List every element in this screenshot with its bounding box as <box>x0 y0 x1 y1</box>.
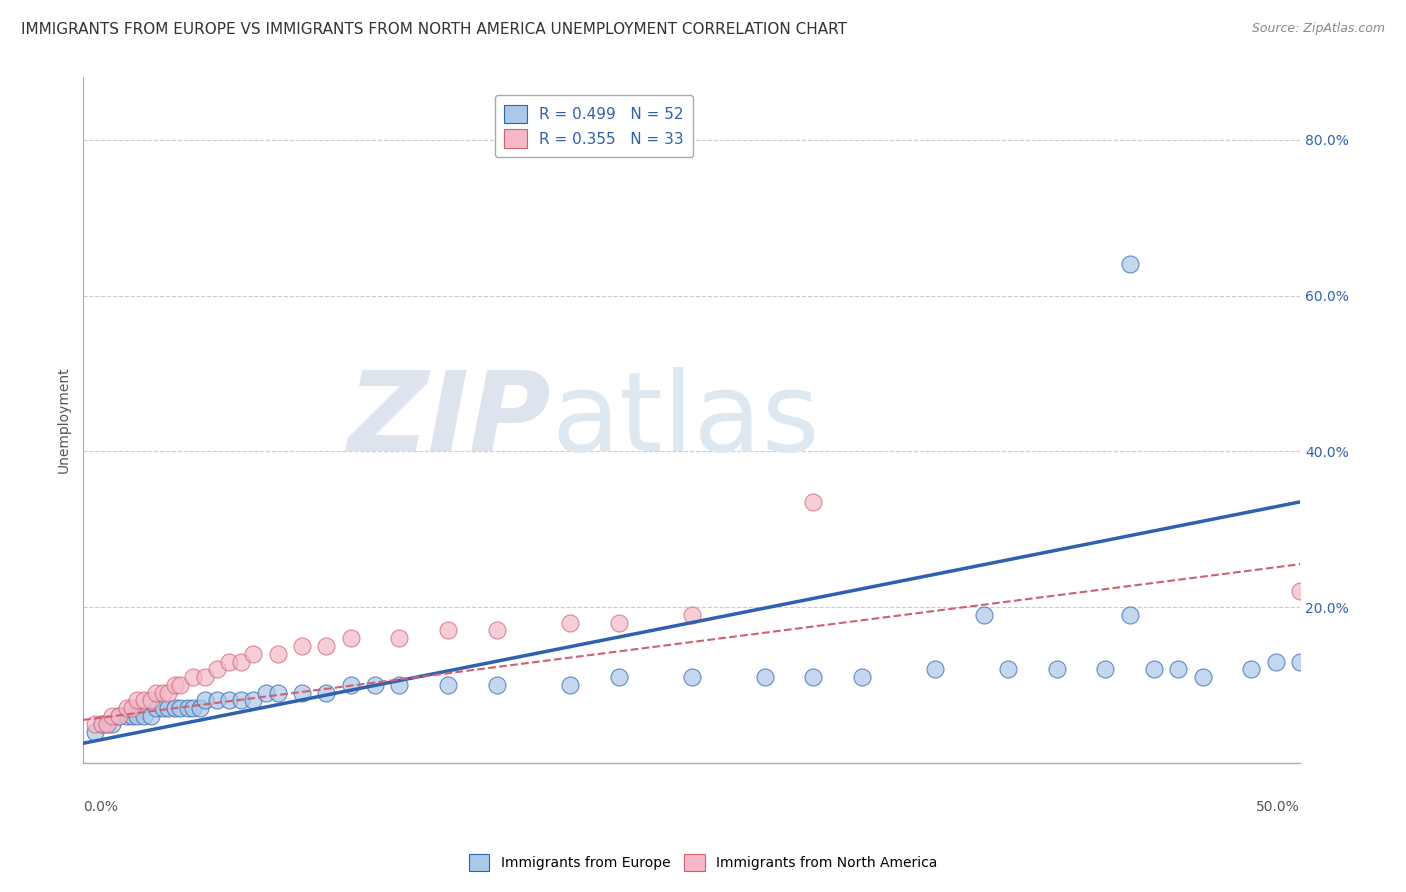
Point <box>315 686 337 700</box>
Point <box>851 670 873 684</box>
Point <box>754 670 776 684</box>
Point <box>267 686 290 700</box>
Point <box>132 709 155 723</box>
Point <box>84 716 107 731</box>
Point <box>125 709 148 723</box>
Point <box>997 662 1019 676</box>
Point <box>1386 202 1406 217</box>
Point <box>91 716 114 731</box>
Point <box>339 678 361 692</box>
Point <box>254 686 277 700</box>
Point <box>291 639 314 653</box>
Point <box>231 693 253 707</box>
Point <box>388 678 411 692</box>
Point <box>231 655 253 669</box>
Point <box>801 495 824 509</box>
Point <box>1289 584 1312 599</box>
Point <box>1289 655 1312 669</box>
Point <box>139 693 162 707</box>
Point <box>315 639 337 653</box>
Text: Source: ZipAtlas.com: Source: ZipAtlas.com <box>1251 22 1385 36</box>
Text: IMMIGRANTS FROM EUROPE VS IMMIGRANTS FROM NORTH AMERICA UNEMPLOYMENT CORRELATION: IMMIGRANTS FROM EUROPE VS IMMIGRANTS FRO… <box>21 22 846 37</box>
Point <box>364 678 387 692</box>
Point <box>558 678 581 692</box>
Point <box>165 678 187 692</box>
Point <box>181 701 204 715</box>
Point <box>1118 607 1140 622</box>
Point <box>139 709 162 723</box>
Point <box>1191 670 1213 684</box>
Point <box>188 701 211 715</box>
Point <box>169 701 191 715</box>
Point <box>101 709 124 723</box>
Point <box>176 701 198 715</box>
Point <box>1264 655 1286 669</box>
Point <box>157 701 180 715</box>
Point <box>132 693 155 707</box>
Point <box>181 670 204 684</box>
Point <box>924 662 946 676</box>
Legend: Immigrants from Europe, Immigrants from North America: Immigrants from Europe, Immigrants from … <box>463 848 943 876</box>
Point <box>115 701 138 715</box>
Point <box>485 678 508 692</box>
Point <box>801 670 824 684</box>
Point <box>973 607 995 622</box>
Point <box>242 693 264 707</box>
Point <box>218 655 240 669</box>
Point <box>125 693 148 707</box>
Text: 0.0%: 0.0% <box>83 800 118 814</box>
Point <box>558 615 581 630</box>
Point <box>108 709 131 723</box>
Point <box>1094 662 1116 676</box>
Text: ZIP: ZIP <box>349 367 551 474</box>
Point <box>152 701 174 715</box>
Y-axis label: Unemployment: Unemployment <box>58 367 72 474</box>
Point <box>242 647 264 661</box>
Point <box>218 693 240 707</box>
Point <box>267 647 290 661</box>
Point <box>205 662 228 676</box>
Point <box>96 716 118 731</box>
Point <box>1240 662 1263 676</box>
Point <box>291 686 314 700</box>
Text: 50.0%: 50.0% <box>1257 800 1301 814</box>
Point <box>1143 662 1166 676</box>
Point <box>145 701 167 715</box>
Point <box>96 716 118 731</box>
Point <box>339 631 361 645</box>
Point <box>1167 662 1189 676</box>
Point <box>194 693 217 707</box>
Point <box>165 701 187 715</box>
Point <box>437 678 460 692</box>
Point <box>485 624 508 638</box>
Point <box>194 670 217 684</box>
Point <box>121 709 143 723</box>
Point <box>607 615 630 630</box>
Point <box>681 670 703 684</box>
Point <box>145 686 167 700</box>
Text: atlas: atlas <box>551 367 820 474</box>
Legend: R = 0.499   N = 52, R = 0.355   N = 33: R = 0.499 N = 52, R = 0.355 N = 33 <box>495 95 693 157</box>
Point <box>91 716 114 731</box>
Point <box>205 693 228 707</box>
Point <box>108 709 131 723</box>
Point <box>1118 257 1140 271</box>
Point <box>84 724 107 739</box>
Point <box>101 716 124 731</box>
Point <box>121 701 143 715</box>
Point <box>388 631 411 645</box>
Point <box>607 670 630 684</box>
Point <box>437 624 460 638</box>
Point <box>152 686 174 700</box>
Point <box>169 678 191 692</box>
Point <box>115 709 138 723</box>
Point <box>1046 662 1069 676</box>
Point <box>681 607 703 622</box>
Point <box>157 686 180 700</box>
